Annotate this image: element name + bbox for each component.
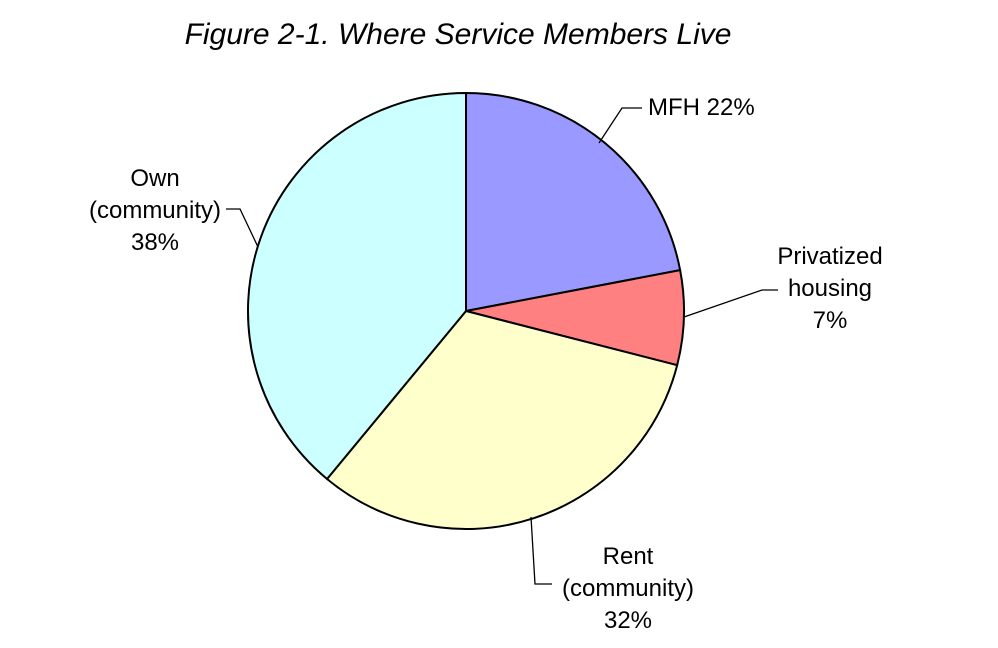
slice-label-rent-community: Rent (community) 32% <box>562 543 694 634</box>
leader-line-rent-community <box>530 516 552 585</box>
leader-line-privatized-housing <box>683 289 778 318</box>
slice-label-own-community: Own (community) 38% <box>89 165 221 256</box>
slice-labels-group: MFH 22% Privatized housing 7% Rent (community… <box>89 94 883 634</box>
slice-label-privatized-housing: Privatized housing 7% <box>777 243 882 334</box>
leader-line-mfh <box>598 107 642 144</box>
pie-slices-group <box>247 92 685 530</box>
pie-slice-mfh <box>465 92 682 312</box>
leader-line-own-community <box>226 208 259 248</box>
pie-slice-rent-community <box>326 310 679 530</box>
chart-title: Figure 2-1. Where Service Members Live <box>185 18 732 51</box>
pie-slice-own-community <box>247 92 467 480</box>
slice-label-mfh: MFH 22% <box>648 94 755 121</box>
leader-lines-group <box>226 107 778 585</box>
